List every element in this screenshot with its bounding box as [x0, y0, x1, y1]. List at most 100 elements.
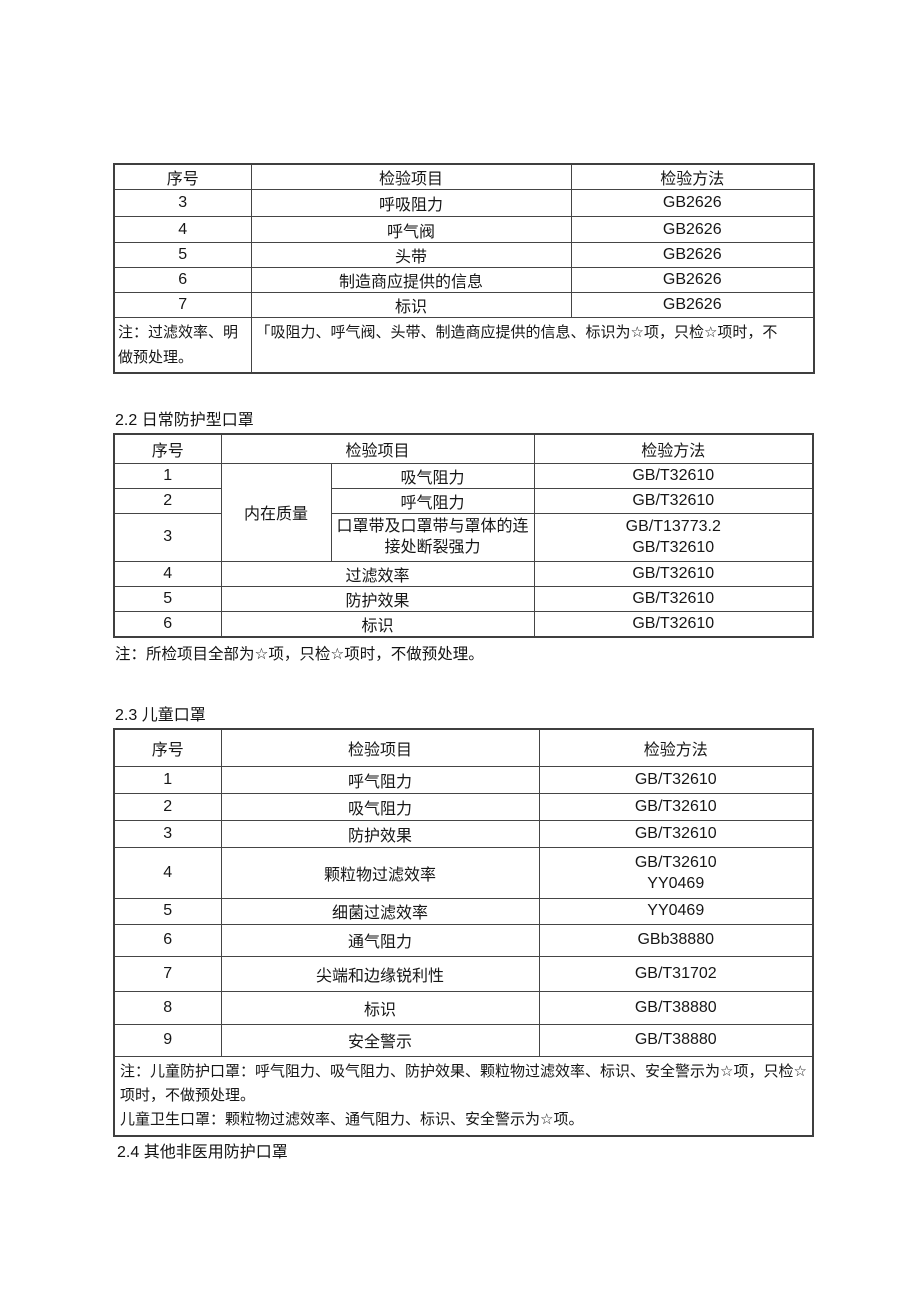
cell-no: 1 — [113, 462, 222, 489]
cell-no: 6 — [113, 923, 222, 957]
header-no: 序号 — [113, 433, 222, 464]
table-header-row: 序号 检验项目 检验方法 — [113, 433, 814, 464]
table-row: 6 标识 GB/T32610 — [113, 610, 814, 637]
section-heading-2-2: 2.2 日常防护型口罩 — [115, 412, 254, 429]
children-mask-table: 序号 检验项目 检验方法 1 呼气阻力 GB/T32610 2 吸气阻力 GB/… — [113, 728, 814, 1137]
cell-method: GB/T32610 — [538, 792, 814, 821]
cell-item: 标识 — [220, 610, 535, 637]
table-header-row: 序号 检验项目 检验方法 — [113, 163, 815, 190]
respirator-test-table: 序号 检验项目 检验方法 3 呼吸阻力 GB2626 4 呼气阀 GB2626 … — [113, 163, 815, 374]
table-note-row: 注：儿童防护口罩：呼气阻力、吸气阻力、防护效果、颗粒物过滤效率、标识、安全警示为… — [113, 1055, 814, 1136]
cell-method: GB2626 — [570, 216, 815, 243]
section-heading-2-3: 2.3 儿童口罩 — [115, 707, 206, 724]
cell-method: GB/T32610 — [533, 610, 814, 637]
cell-item: 通气阻力 — [220, 923, 540, 957]
cell-no: 1 — [113, 765, 222, 794]
cell-item: 过滤效率 — [220, 560, 535, 587]
header-method: 检验方法 — [570, 163, 815, 190]
cell-method: GB/T32610 — [533, 462, 814, 489]
section-2-2-note: 注：所检项目全部为☆项，只检☆项时，不做预处理。 — [115, 646, 484, 663]
cell-no: 4 — [113, 846, 222, 899]
cell-no: 6 — [113, 610, 222, 637]
table-row: 3 口罩带及口罩带与罩体的连 接处断裂强力 GB/T13773.2 GB/T32… — [113, 512, 814, 562]
cell-no: 5 — [113, 585, 222, 612]
cell-method: GB2626 — [570, 292, 815, 318]
note-paragraph: 注：儿童防护口罩：呼气阻力、吸气阻力、防护效果、颗粒物过滤效率、标识、安全警示为… — [120, 1062, 807, 1104]
header-method: 检验方法 — [538, 728, 814, 767]
table-row: 3 呼吸阻力 GB2626 — [113, 189, 815, 217]
cell-no: 3 — [113, 189, 252, 217]
cell-item: 安全警示 — [220, 1023, 540, 1057]
cell-no: 5 — [113, 242, 252, 268]
cell-group-label: 内在质量 — [220, 462, 332, 562]
header-no: 序号 — [113, 728, 222, 767]
cell-method: GB2626 — [570, 189, 815, 217]
cell-method: GB/T13773.2 GB/T32610 — [533, 512, 814, 562]
table-row: 7 尖端和边缘锐利性 GB/T31702 — [113, 955, 814, 992]
cell-no: 2 — [113, 792, 222, 821]
cell-item: 细菌过滤效率 — [220, 897, 540, 925]
cell-method: YY0469 — [538, 897, 814, 925]
cell-no: 4 — [113, 560, 222, 587]
cell-item: 吸气阻力 — [330, 462, 535, 489]
table-row: 2 吸气阻力 GB/T32610 — [113, 792, 814, 821]
cell-item: 尖端和边缘锐利性 — [220, 955, 540, 992]
cell-item: 呼气阻力 — [330, 487, 535, 514]
cell-item: 吸气阻力 — [220, 792, 540, 821]
header-item: 检验项目 — [250, 163, 572, 190]
table-row: 5 细菌过滤效率 YY0469 — [113, 897, 814, 925]
table-row: 6 通气阻力 GBb38880 — [113, 923, 814, 957]
table-row: 4 颗粒物过滤效率 GB/T32610 YY0469 — [113, 846, 814, 899]
cell-no: 3 — [113, 819, 222, 848]
cell-method: GB/T31702 — [538, 955, 814, 992]
cell-item: 颗粒物过滤效率 — [220, 846, 540, 899]
header-no: 序号 — [113, 163, 252, 190]
table-row: 2 呼气阻力 GB/T32610 — [113, 487, 814, 514]
table-row: 4 呼气阀 GB2626 — [113, 216, 815, 243]
table-row: 3 防护效果 GB/T32610 — [113, 819, 814, 848]
table-header-row: 序号 检验项目 检验方法 — [113, 728, 814, 767]
cell-no: 3 — [113, 512, 222, 562]
table-row: 4 过滤效率 GB/T32610 — [113, 560, 814, 587]
cell-method: GBb38880 — [538, 923, 814, 957]
cell-no: 7 — [113, 292, 252, 318]
note-cell: 注：儿童防护口罩：呼气阻力、吸气阻力、防护效果、颗粒物过滤效率、标识、安全警示为… — [113, 1055, 814, 1136]
note-right-cell: 「吸阻力、呼气阀、头带、制造商应提供的信息、标识为☆项，只检☆项时，不 — [250, 317, 815, 374]
cell-item: 制造商应提供的信息 — [250, 267, 572, 293]
cell-item: 头带 — [250, 242, 572, 268]
cell-item: 标识 — [220, 990, 540, 1025]
cell-method: GB/T32610 YY0469 — [538, 846, 814, 899]
cell-method: GB/T32610 — [538, 765, 814, 794]
cell-no: 9 — [113, 1023, 222, 1057]
cell-item: 标识 — [250, 292, 572, 318]
table-row: 5 防护效果 GB/T32610 — [113, 585, 814, 612]
header-item: 检验项目 — [220, 728, 540, 767]
cell-item: 呼气阀 — [250, 216, 572, 243]
section-heading-2-4: 2.4 其他非医用防护口罩 — [117, 1144, 288, 1161]
header-method: 检验方法 — [533, 433, 814, 464]
table-row: 6 制造商应提供的信息 GB2626 — [113, 267, 815, 293]
cell-method: GB/T38880 — [538, 990, 814, 1025]
note-paragraph: 儿童卫生口罩：颗粒物过滤效率、通气阻力、标识、安全警示为☆项。 — [120, 1110, 584, 1128]
note-left-cell: 注：过滤效率、明 做预处理。 — [113, 317, 252, 374]
cell-method: GB/T32610 — [533, 487, 814, 514]
table-row: 1 内在质量 吸气阻力 GB/T32610 — [113, 462, 814, 562]
table-row: 7 标识 GB2626 — [113, 292, 815, 318]
cell-no: 7 — [113, 955, 222, 992]
table-row: 9 安全警示 GB/T38880 — [113, 1023, 814, 1057]
cell-no: 5 — [113, 897, 222, 925]
cell-method: GB/T38880 — [538, 1023, 814, 1057]
cell-method: GB/T32610 — [538, 819, 814, 848]
cell-item: 呼吸阻力 — [250, 189, 572, 217]
cell-method: GB/T32610 — [533, 585, 814, 612]
cell-no: 6 — [113, 267, 252, 293]
cell-item: 口罩带及口罩带与罩体的连 接处断裂强力 — [330, 512, 535, 562]
cell-method: GB/T32610 — [533, 560, 814, 587]
table-note-row: 注：过滤效率、明 做预处理。 「吸阻力、呼气阀、头带、制造商应提供的信息、标识为… — [113, 317, 815, 374]
cell-no: 8 — [113, 990, 222, 1025]
table-row: 5 头带 GB2626 — [113, 242, 815, 268]
cell-no: 2 — [113, 487, 222, 514]
cell-item: 防护效果 — [220, 819, 540, 848]
cell-no: 4 — [113, 216, 252, 243]
cell-method: GB2626 — [570, 267, 815, 293]
